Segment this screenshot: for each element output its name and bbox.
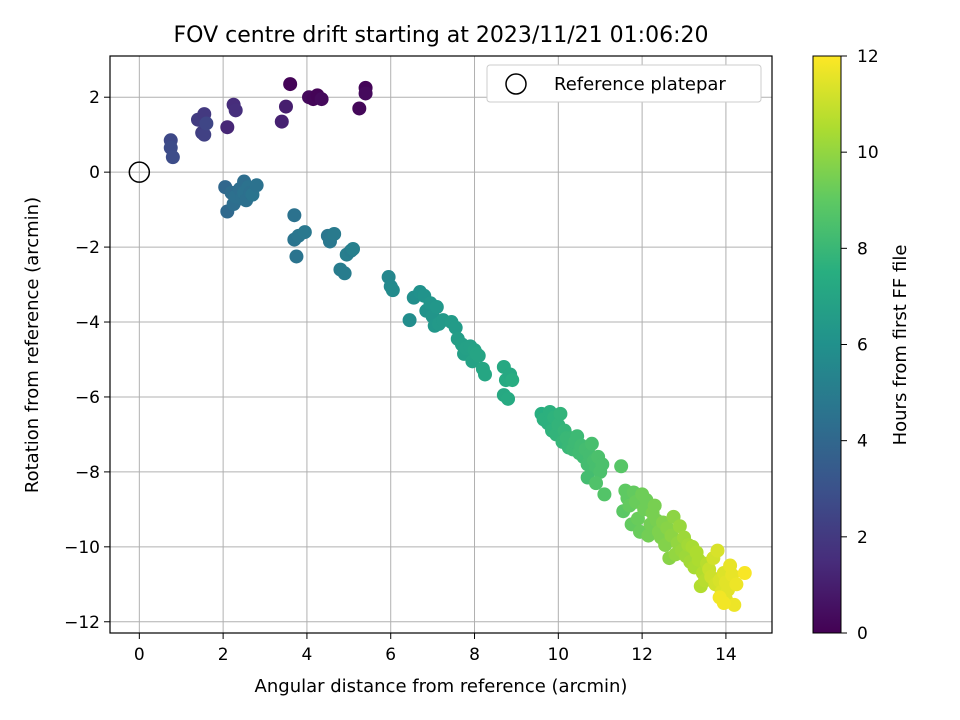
x-tick-label: 12 [631,645,653,665]
data-point [672,519,687,534]
data-point [283,77,298,92]
legend-label: Reference platepar [554,74,726,95]
x-tick-label: 0 [134,645,145,665]
reference-marker [128,161,151,183]
data-point [228,103,243,118]
y-tick-label: −4 [75,313,100,333]
data-point [249,178,264,193]
data-point [729,577,744,592]
x-axis-ticks: 0 2 4 6 8 10 12 14 [134,633,737,665]
data-point [197,127,212,142]
legend-box [486,64,762,103]
data-point [165,150,180,165]
chart-title: FOV centre drift starting at 2023/11/21 … [174,23,709,48]
data-point [199,116,214,131]
data-point [727,597,742,612]
colorbar-tick-label: 10 [857,143,879,163]
colorbar-tick-label: 0 [857,624,868,644]
x-tick-label: 2 [218,645,229,665]
data-point [337,266,352,281]
data-point [584,436,599,451]
colorbar-tick-label: 8 [857,239,868,259]
data-point [346,241,361,256]
y-tick-label: −10 [64,538,100,558]
data-point [289,249,304,264]
x-tick-label: 8 [469,645,480,665]
legend-marker [505,73,527,95]
data-point [297,225,312,240]
data-point [385,283,400,298]
data-point [402,313,417,328]
y-tick-label: 2 [89,88,100,108]
data-point [614,459,629,474]
data-point [710,543,725,558]
colorbar-label: Hours from first FF file [890,245,911,446]
data-point [477,367,492,382]
data-point [716,596,731,611]
data-point [429,300,444,315]
colorbar-ticks: 0 2 4 6 8 10 12 [841,47,879,644]
x-tick-label: 10 [547,645,569,665]
legend: Reference platepar [486,64,762,103]
data-point [737,566,752,581]
y-tick-label: −12 [64,613,100,633]
plot-frame [109,55,773,634]
data-point [553,406,568,421]
data-point [220,120,235,135]
x-tick-label: 4 [302,645,313,665]
data-point [358,86,373,101]
y-axis-ticks: 2 0 −2 −4 −6 −8 −10 −12 [64,88,110,633]
y-tick-label: 0 [89,163,100,183]
y-tick-label: −2 [75,238,100,258]
data-point [274,114,289,129]
colorbar-tick-label: 2 [857,528,868,548]
colorbar-tick-label: 6 [857,336,868,356]
colorbar-tick-label: 12 [857,47,879,67]
data-point [278,99,293,114]
data-point [597,487,612,502]
colorbar-tick-label: 4 [857,432,868,452]
data-point [471,348,486,363]
data-point [501,391,516,406]
y-axis-label: Rotation from reference (arcmin) [22,197,43,493]
x-tick-label: 6 [385,645,396,665]
data-point [505,373,520,388]
data-point [595,457,610,472]
data-point [448,320,463,335]
data-point [327,226,342,241]
y-tick-label: −8 [75,463,100,483]
grid-lines [110,56,772,633]
data-point [647,498,662,513]
data-points [163,77,752,612]
colorbar [812,55,842,634]
data-point [589,476,604,491]
x-tick-label: 14 [715,645,737,665]
data-point [287,208,302,223]
data-point [314,92,329,107]
data-point [352,101,367,116]
x-axis-label: Angular distance from reference (arcmin) [255,676,628,697]
y-tick-label: −6 [75,388,100,408]
